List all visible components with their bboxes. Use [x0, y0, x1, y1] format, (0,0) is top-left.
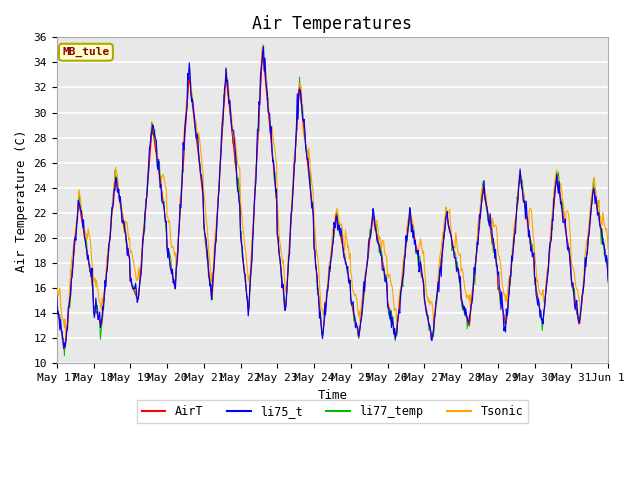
Text: MB_tule: MB_tule: [62, 47, 109, 57]
Title: Air Temperatures: Air Temperatures: [252, 15, 412, 33]
X-axis label: Time: Time: [317, 389, 348, 402]
Legend: AirT, li75_t, li77_temp, Tsonic: AirT, li75_t, li77_temp, Tsonic: [137, 400, 528, 423]
Y-axis label: Air Temperature (C): Air Temperature (C): [15, 129, 28, 272]
